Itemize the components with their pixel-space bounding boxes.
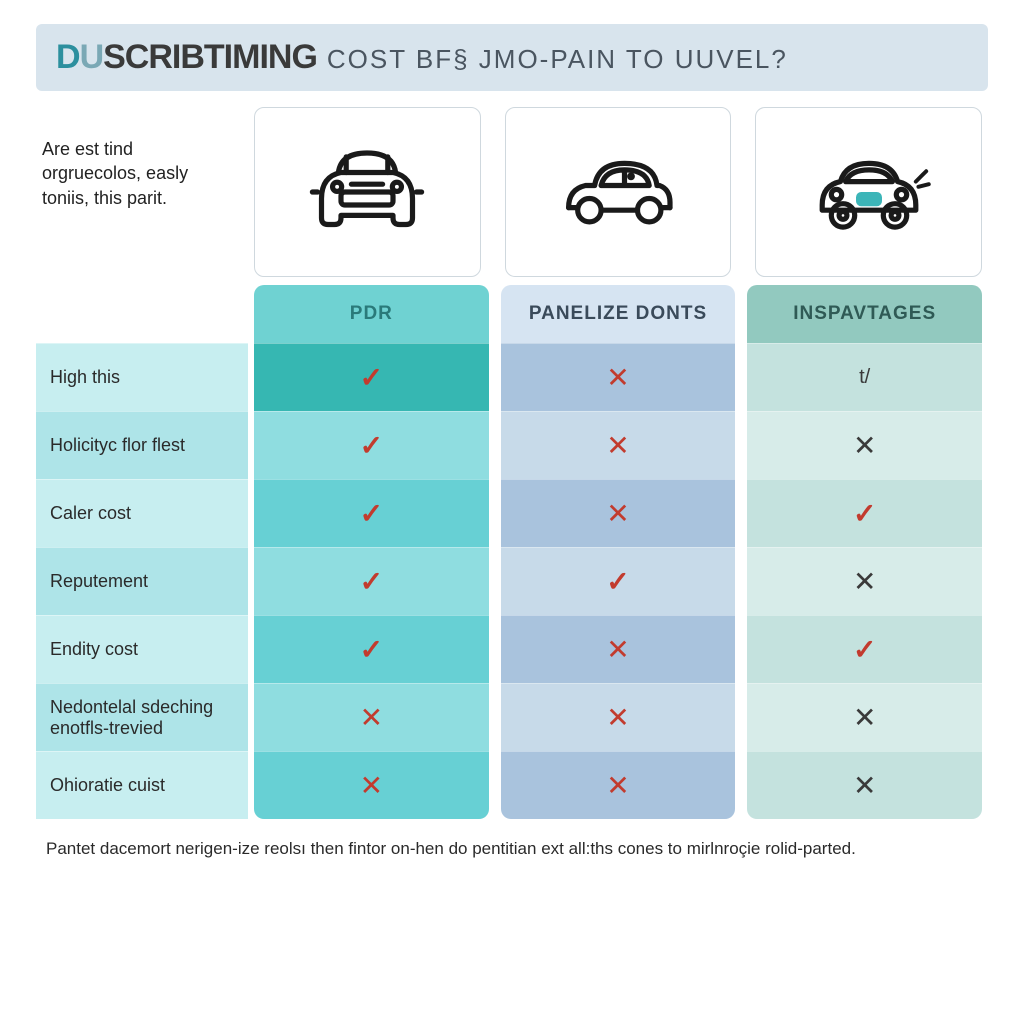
value-cell: ✕	[501, 683, 736, 751]
logo-dark-chars: SCRIBTIMING	[103, 38, 317, 76]
row-label: Ohioratie cuist	[36, 751, 248, 819]
value-cell: ✕	[501, 615, 736, 683]
car-icon-3	[755, 107, 982, 277]
row-label: Caler cost	[36, 479, 248, 547]
row-label-column: . High thisHolicityc flor flestCaler cos…	[36, 285, 248, 819]
title-logo: DUSCRIBTIMING	[56, 38, 317, 77]
value-cell: ✕	[501, 479, 736, 547]
value-cell: ✓	[254, 547, 489, 615]
value-cell: ✕	[747, 751, 982, 819]
row-label: Nedontelal sdeching enotfls-trevied	[36, 683, 248, 751]
title-bar: DUSCRIBTIMING COST BF§ JMO-PAIN TO UUVEL…	[36, 24, 988, 91]
value-column-2: INSPAVTAGESt/✕✓✕✓✕✕	[747, 285, 982, 819]
value-cell: ✓	[254, 615, 489, 683]
value-column-1: PANELIZE DONTS✕✕✕✓✕✕✕	[501, 285, 736, 819]
value-cell: ✓	[254, 343, 489, 411]
value-cell: t/	[747, 343, 982, 411]
column-header: PANELIZE DONTS	[501, 285, 736, 343]
car-icon-1	[254, 107, 481, 277]
column-header: INSPAVTAGES	[747, 285, 982, 343]
title-subtitle: COST BF§ JMO-PAIN TO UUVEL?	[327, 44, 788, 75]
logo-mix-char: U	[80, 38, 104, 76]
row-label: High this	[36, 343, 248, 411]
row-label: Endity cost	[36, 615, 248, 683]
value-cell: ✓	[501, 547, 736, 615]
value-cell: ✕	[254, 683, 489, 751]
value-cell: ✓	[747, 615, 982, 683]
value-cell: ✕	[747, 411, 982, 479]
intro-row: Are est tind orgruecolos, easly toniis, …	[36, 107, 988, 277]
value-cell: ✕	[747, 547, 982, 615]
car-icon-2	[505, 107, 732, 277]
value-cell: ✓	[254, 411, 489, 479]
row-label: Holicityc flor flest	[36, 411, 248, 479]
value-cell: ✕	[254, 751, 489, 819]
value-cell: ✓	[254, 479, 489, 547]
logo-accent-char: D	[56, 38, 80, 76]
value-column-0: PDR✓✓✓✓✓✕✕	[254, 285, 489, 819]
value-cell: ✕	[501, 411, 736, 479]
row-label: Reputement	[36, 547, 248, 615]
intro-text: Are est tind orgruecolos, easly toniis, …	[36, 107, 236, 210]
footer-text: Pantet dacemort nerigen-ize reolsı then …	[36, 837, 988, 861]
value-cell: ✕	[501, 751, 736, 819]
value-cell: ✓	[747, 479, 982, 547]
column-header: PDR	[254, 285, 489, 343]
value-cell: ✕	[747, 683, 982, 751]
value-cell: ✕	[501, 343, 736, 411]
comparison-table: . High thisHolicityc flor flestCaler cos…	[36, 285, 988, 819]
